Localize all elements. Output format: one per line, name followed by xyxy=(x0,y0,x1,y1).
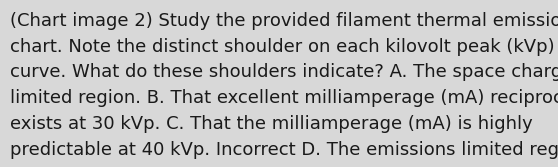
Text: (Chart image 2) Study the provided filament thermal emissions: (Chart image 2) Study the provided filam… xyxy=(10,12,558,30)
Text: predictable at 40 kVp. Incorrect D. The emissions limited region.: predictable at 40 kVp. Incorrect D. The … xyxy=(10,141,558,159)
Text: curve. What do these shoulders indicate? A. The space charge: curve. What do these shoulders indicate?… xyxy=(10,63,558,81)
Text: limited region. B. That excellent milliamperage (mA) reciprocity: limited region. B. That excellent millia… xyxy=(10,89,558,107)
Text: exists at 30 kVp. C. That the milliamperage (mA) is highly: exists at 30 kVp. C. That the milliamper… xyxy=(10,115,533,133)
Text: chart. Note the distinct shoulder on each kilovolt peak (kVp): chart. Note the distinct shoulder on eac… xyxy=(10,38,555,56)
